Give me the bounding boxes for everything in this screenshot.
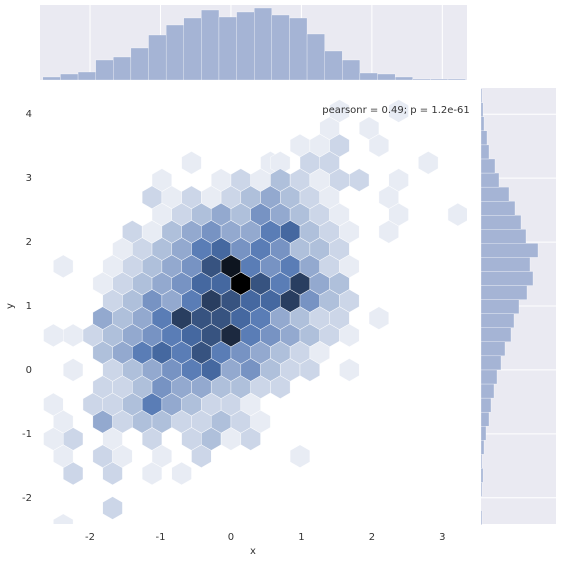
hex-cell — [141, 461, 163, 486]
hex-cell — [240, 427, 261, 451]
y-hist-bar — [480, 482, 483, 497]
hex-cell — [102, 461, 123, 486]
y-tick-label: -2 — [22, 493, 32, 504]
x-hist-bar — [271, 14, 290, 81]
x-hist-bar — [324, 50, 343, 81]
x-tick-label: -1 — [155, 532, 165, 543]
x-hist-bar — [236, 11, 255, 81]
x-hist-bar — [113, 56, 132, 81]
x-hist-bar — [77, 71, 96, 81]
x-hist-bar — [165, 24, 184, 81]
y-tick-label: 4 — [26, 109, 32, 120]
x-hist-bar — [254, 7, 272, 81]
hex-cell — [388, 99, 409, 123]
hex-cell — [339, 323, 360, 348]
y-hist-bar — [480, 186, 510, 202]
x-tick-label: 3 — [439, 532, 445, 543]
x-tick-label: -2 — [85, 532, 95, 543]
hex-cell — [339, 358, 360, 382]
x-hist-bar — [430, 78, 449, 81]
y-hist-bar — [480, 327, 512, 342]
y-hist-bar — [480, 468, 484, 483]
hex-cell — [53, 513, 74, 524]
x-hist-bar — [218, 16, 237, 81]
hex-cell — [63, 461, 84, 486]
hex-cell — [378, 220, 399, 244]
y-hist-bar — [480, 201, 516, 216]
hex-cell — [368, 306, 389, 330]
annotation: pearsonr = 0.49; p = 1.2e-61 — [322, 105, 470, 116]
x-hist-bar — [447, 78, 466, 81]
y-hist-bar — [480, 271, 534, 286]
x-hist-bar — [359, 72, 378, 81]
x-tick-label: 2 — [369, 532, 375, 543]
hex-cell — [63, 358, 84, 382]
hexbin — [43, 99, 467, 524]
y-hist-bar — [480, 440, 485, 455]
x-hist-bar — [377, 73, 396, 81]
x-hist-bar — [342, 59, 361, 81]
hex-cell — [191, 444, 212, 468]
y-hist-bar — [480, 313, 515, 328]
hex-cell — [289, 444, 311, 468]
y-hist-bar — [480, 88, 483, 103]
hex-cell — [368, 133, 389, 158]
x-tick-label: 1 — [298, 532, 304, 543]
y-hist-bar — [480, 215, 522, 230]
y-tick-label: 1 — [26, 301, 32, 312]
hex-cell — [171, 461, 192, 486]
y-hist-bar — [480, 397, 492, 413]
y-axis-label: y — [5, 303, 16, 309]
y-hist-bar — [480, 299, 520, 314]
y-hist-bar — [480, 454, 483, 469]
y-hist-bar — [480, 130, 488, 146]
y-hist-bar — [480, 229, 527, 244]
y-hist-bar — [480, 144, 490, 160]
y-hist-bar — [480, 510, 483, 525]
y-tick-label: 2 — [26, 237, 32, 248]
y-hist-bar — [480, 426, 487, 441]
y-hist-bar — [480, 257, 531, 272]
y-hist-bar — [480, 243, 539, 258]
x-hist-bar — [306, 33, 325, 81]
y-hist-bar — [480, 411, 490, 427]
hex-cell — [447, 202, 467, 227]
hex-cell — [63, 323, 84, 348]
hex-cell — [43, 323, 64, 348]
y-hist-bar — [480, 102, 484, 117]
hex-cell — [270, 375, 291, 399]
y-tick-label: 3 — [26, 173, 32, 184]
hex-cell — [418, 151, 439, 175]
y-hist-bar — [480, 285, 528, 300]
hex-cell — [299, 358, 320, 382]
y-tick-label: 0 — [26, 365, 32, 376]
x-hist-bar — [289, 17, 308, 81]
y-hist-bar — [480, 172, 500, 188]
y-hist-bar — [480, 341, 506, 357]
x-hist-bar — [201, 9, 220, 81]
x-axis-label: x — [250, 546, 256, 557]
y-hist-bar — [480, 369, 498, 385]
x-hist-bar — [148, 34, 167, 81]
y-tick-label: -1 — [22, 429, 32, 440]
hex-cell — [181, 151, 202, 175]
x-hist-bar — [60, 73, 79, 81]
x-hist-bar — [42, 76, 61, 81]
y-hist-bar — [480, 116, 485, 131]
y-hist-bar — [480, 383, 495, 399]
hex-cell — [102, 496, 123, 520]
y-hist-bar — [480, 355, 502, 371]
y-hist-bar — [480, 158, 496, 174]
hex-cell — [349, 168, 370, 192]
x-hist-bar — [183, 17, 202, 81]
x-hist-bar — [412, 78, 431, 81]
x-hist-bar — [130, 47, 149, 81]
hex-cell — [53, 254, 74, 278]
x-hist-bar — [95, 59, 114, 81]
x-tick-label: 0 — [228, 532, 234, 543]
x-hist-bar — [394, 76, 413, 81]
